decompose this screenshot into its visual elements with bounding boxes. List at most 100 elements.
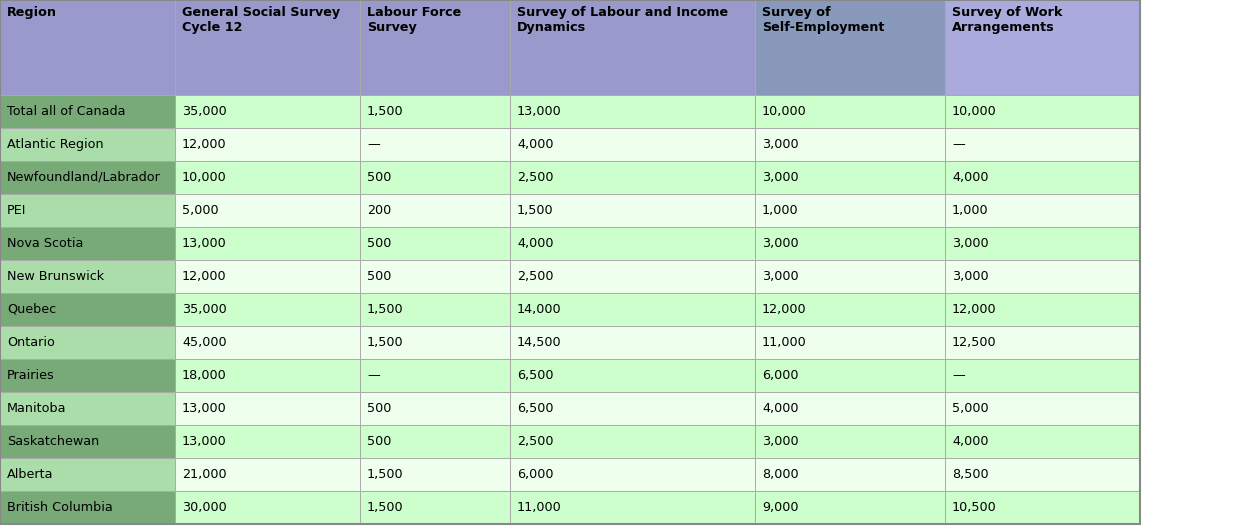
Text: 4,000: 4,000 (952, 171, 988, 184)
Bar (945, 128, 1140, 161)
Bar (945, 425, 1140, 458)
Text: 4,000: 4,000 (517, 237, 553, 250)
Text: 5,000: 5,000 (952, 402, 988, 415)
Bar (945, 194, 1140, 227)
Text: 12,500: 12,500 (952, 336, 997, 349)
Text: 1,000: 1,000 (762, 204, 798, 217)
Text: 3,000: 3,000 (762, 171, 798, 184)
Text: 1,500: 1,500 (517, 204, 554, 217)
Text: 10,500: 10,500 (952, 501, 997, 514)
Bar (510, 425, 756, 458)
Text: 14,500: 14,500 (517, 336, 562, 349)
Bar (945, 293, 1140, 326)
Bar (510, 95, 756, 128)
Text: 18,000: 18,000 (181, 369, 226, 382)
Bar (945, 95, 1140, 128)
Bar (756, 161, 945, 194)
Text: Survey of Labour and Income
Dynamics: Survey of Labour and Income Dynamics (517, 6, 728, 34)
Bar (175, 0, 360, 95)
Bar (510, 458, 756, 491)
Text: Manitoba: Manitoba (8, 402, 66, 415)
Text: 11,000: 11,000 (517, 501, 562, 514)
Text: 11,000: 11,000 (762, 336, 807, 349)
Text: 35,000: 35,000 (181, 105, 226, 118)
Bar (0, 293, 175, 326)
Bar (945, 326, 1140, 359)
Text: 35,000: 35,000 (181, 303, 226, 316)
Bar (360, 491, 510, 524)
Text: 1,500: 1,500 (367, 105, 404, 118)
Bar (360, 0, 510, 95)
Bar (510, 161, 756, 194)
Text: 500: 500 (367, 402, 392, 415)
Bar (175, 359, 360, 392)
Bar (945, 359, 1140, 392)
Bar (360, 194, 510, 227)
Text: 500: 500 (367, 435, 392, 448)
Bar (510, 326, 756, 359)
Bar (756, 359, 945, 392)
Text: 1,500: 1,500 (367, 303, 404, 316)
Bar (510, 0, 756, 95)
Bar (756, 326, 945, 359)
Text: 3,000: 3,000 (952, 270, 988, 283)
Text: 12,000: 12,000 (181, 138, 226, 151)
Bar (756, 194, 945, 227)
Bar (945, 260, 1140, 293)
Text: New Brunswick: New Brunswick (8, 270, 104, 283)
Text: 8,500: 8,500 (952, 468, 988, 481)
Text: Nova Scotia: Nova Scotia (8, 237, 84, 250)
Bar (175, 293, 360, 326)
Text: 6,500: 6,500 (517, 369, 553, 382)
Text: 13,000: 13,000 (181, 402, 226, 415)
Text: 4,000: 4,000 (952, 435, 988, 448)
Text: Newfoundland/Labrador: Newfoundland/Labrador (8, 171, 161, 184)
Text: 4,000: 4,000 (762, 402, 798, 415)
Bar (756, 425, 945, 458)
Text: 8,000: 8,000 (762, 468, 798, 481)
Text: —: — (952, 138, 965, 151)
Bar (945, 161, 1140, 194)
Bar (756, 260, 945, 293)
Bar (175, 326, 360, 359)
Text: —: — (952, 369, 965, 382)
Bar (756, 392, 945, 425)
Text: 3,000: 3,000 (952, 237, 988, 250)
Bar (510, 359, 756, 392)
Text: —: — (367, 369, 380, 382)
Bar (175, 392, 360, 425)
Text: Prairies: Prairies (8, 369, 55, 382)
Bar (0, 392, 175, 425)
Text: 500: 500 (367, 270, 392, 283)
Text: 500: 500 (367, 237, 392, 250)
Text: 3,000: 3,000 (762, 237, 798, 250)
Bar (360, 458, 510, 491)
Text: 9,000: 9,000 (762, 501, 798, 514)
Bar (510, 491, 756, 524)
Text: Saskatchewan: Saskatchewan (8, 435, 99, 448)
Bar (756, 491, 945, 524)
Bar (756, 95, 945, 128)
Bar (0, 491, 175, 524)
Text: Region: Region (8, 6, 58, 19)
Bar (175, 425, 360, 458)
Bar (510, 194, 756, 227)
Text: Survey of Work
Arrangements: Survey of Work Arrangements (952, 6, 1062, 34)
Bar (360, 95, 510, 128)
Bar (175, 95, 360, 128)
Bar (175, 194, 360, 227)
Text: 13,000: 13,000 (181, 435, 226, 448)
Text: Survey of
Self-Employment: Survey of Self-Employment (762, 6, 884, 34)
Bar (756, 0, 945, 95)
Text: 3,000: 3,000 (762, 435, 798, 448)
Bar (0, 260, 175, 293)
Bar (175, 128, 360, 161)
Bar (510, 260, 756, 293)
Text: 13,000: 13,000 (517, 105, 562, 118)
Bar (756, 458, 945, 491)
Text: 500: 500 (367, 171, 392, 184)
Text: 1,500: 1,500 (367, 501, 404, 514)
Text: 5,000: 5,000 (181, 204, 219, 217)
Bar (360, 425, 510, 458)
Text: 3,000: 3,000 (762, 138, 798, 151)
